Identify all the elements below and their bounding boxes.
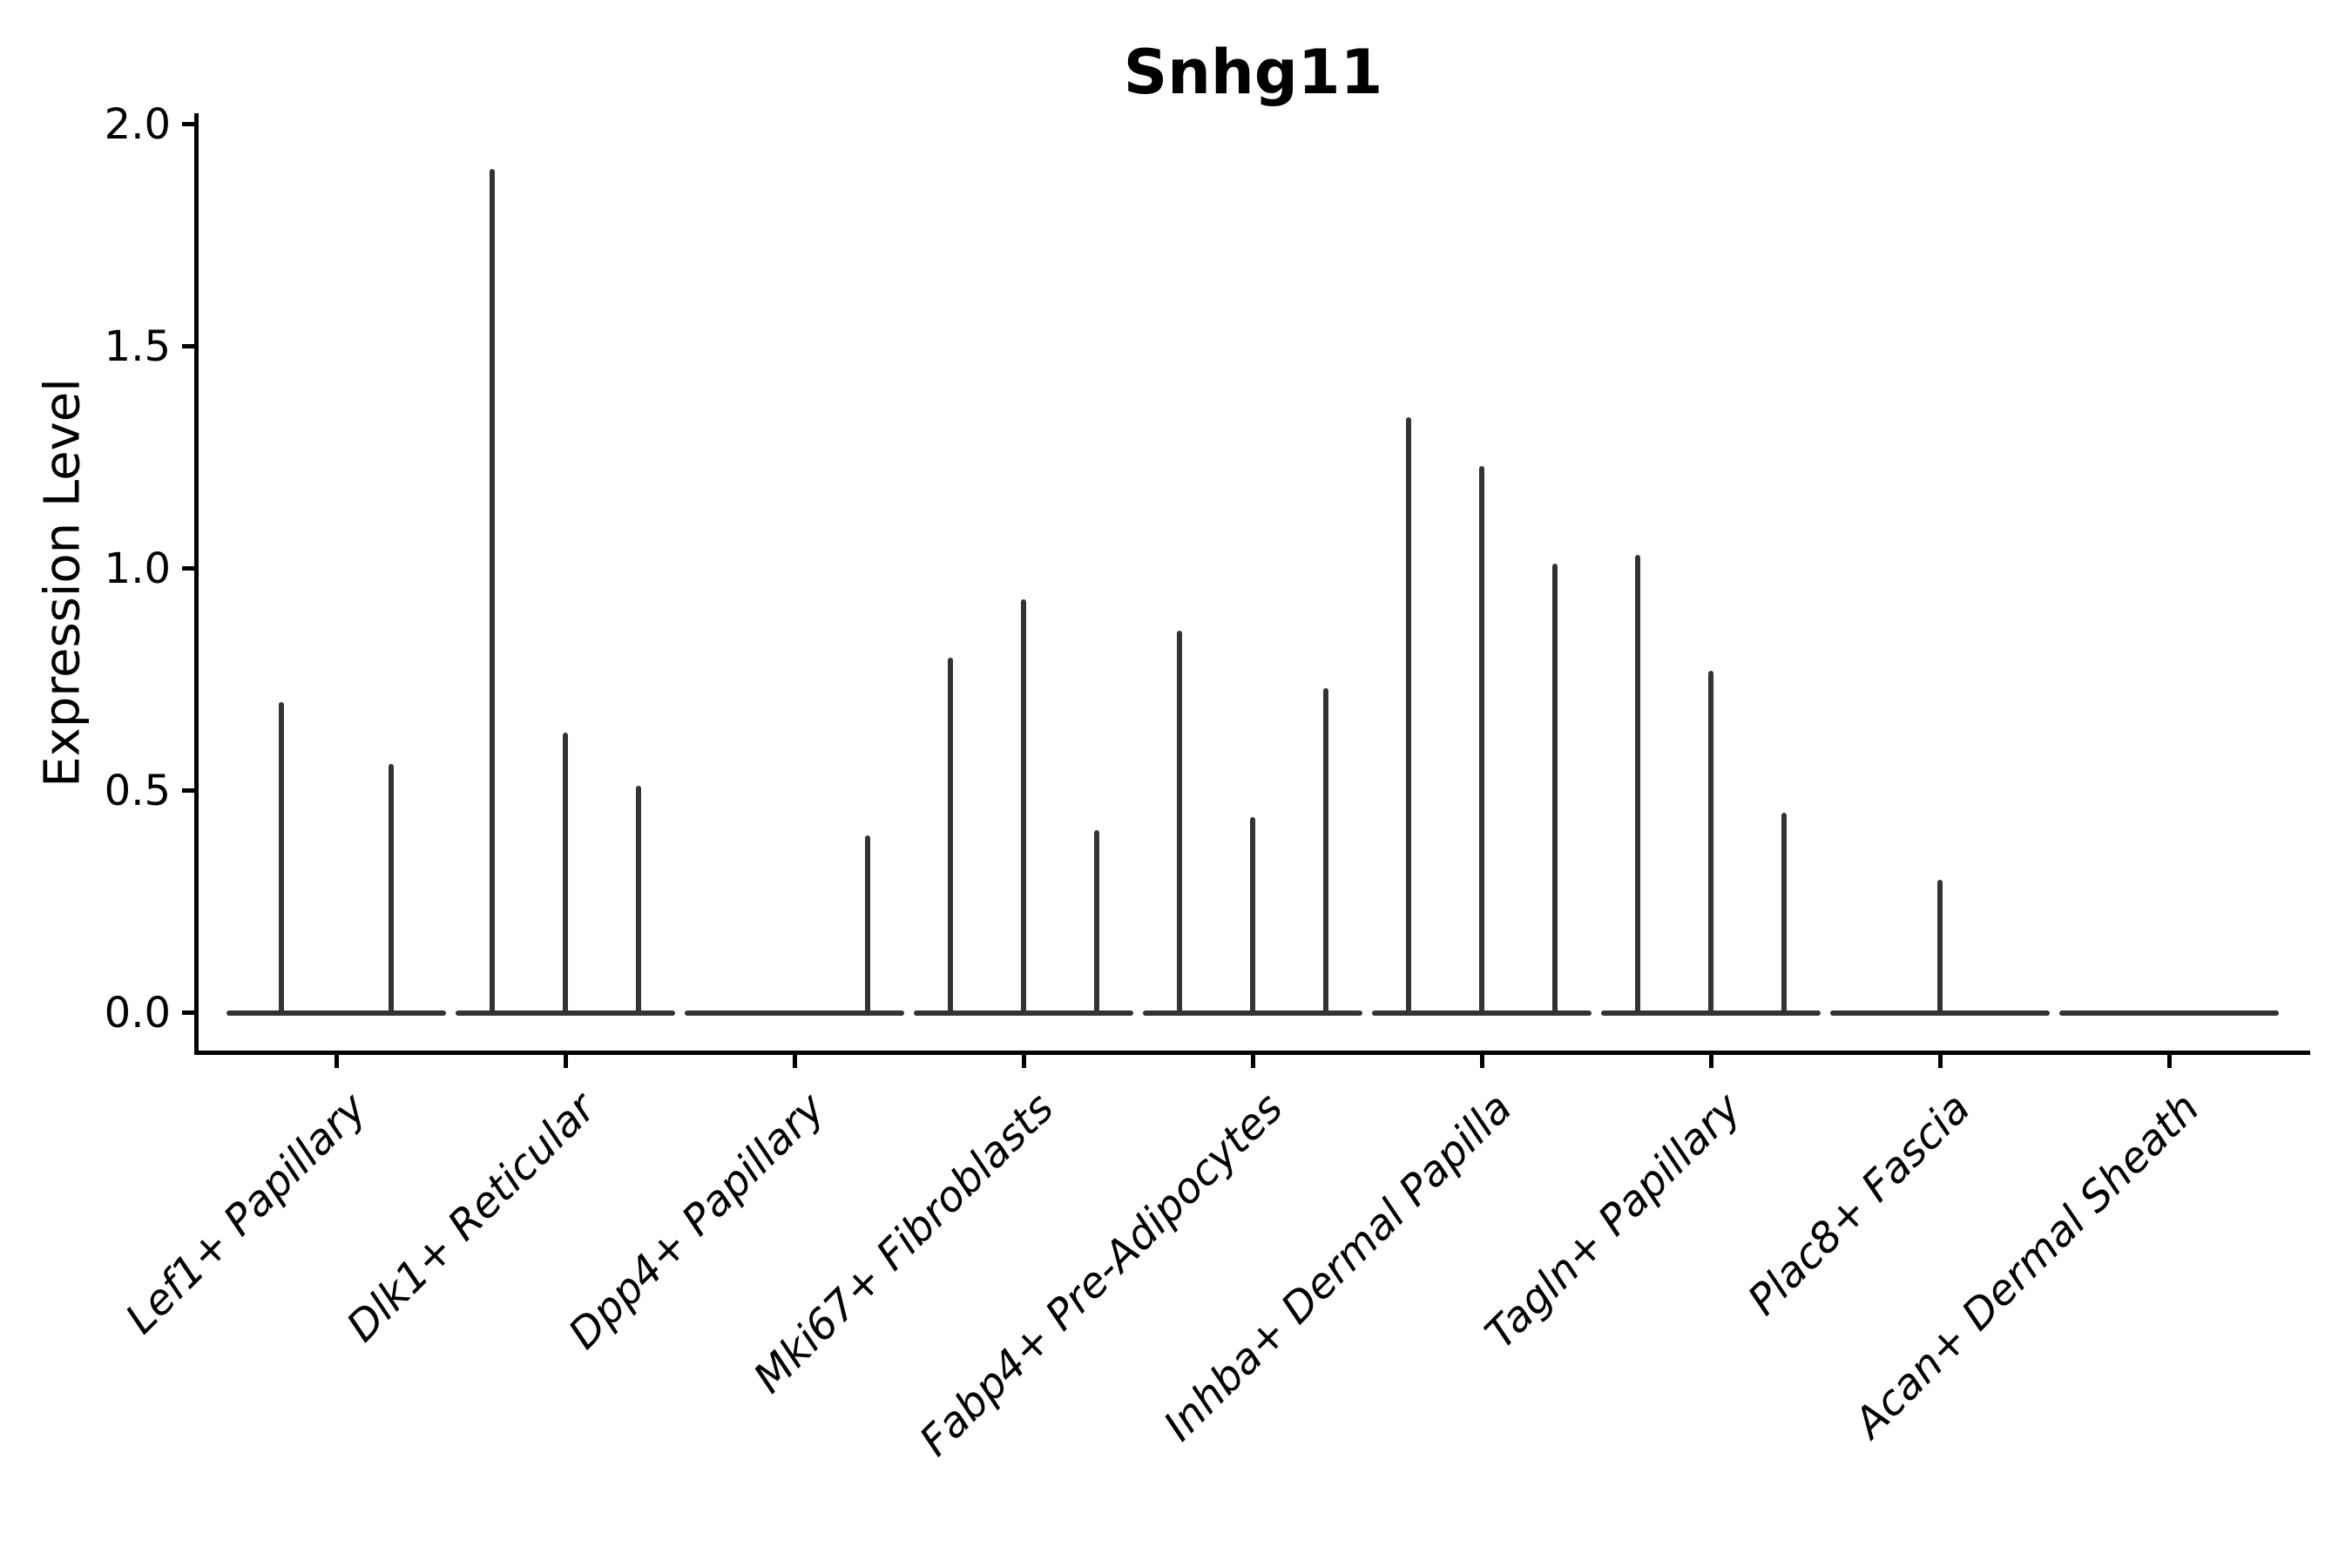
violin-spike [278, 701, 284, 1013]
violin-baseline [1372, 1010, 1592, 1016]
violin-spike [1781, 813, 1788, 1013]
x-axis-line [194, 1051, 2310, 1055]
y-tick-label: 2.0 [104, 99, 171, 149]
violin-spike [1323, 688, 1329, 1013]
violin-spike [1937, 879, 1943, 1013]
y-tick-mark [182, 566, 194, 571]
violin-baseline [456, 1010, 675, 1016]
violin-spike [1634, 555, 1640, 1013]
violin-baseline [1143, 1010, 1362, 1016]
violin-baseline [2059, 1010, 2279, 1016]
x-tick-label: Fabp4+ Pre-Adipocytes [910, 1084, 1293, 1466]
x-tick-mark [563, 1055, 568, 1068]
violin-spike [1021, 599, 1026, 1013]
x-tick-mark [1021, 1055, 1026, 1068]
violin-spike [636, 786, 642, 1013]
y-tick-mark [182, 344, 194, 348]
violin-spike [1176, 630, 1182, 1013]
violin-spike [1552, 564, 1558, 1013]
violin-spike [865, 835, 871, 1013]
violin-spike [1479, 466, 1484, 1013]
y-tick-mark [182, 1010, 194, 1015]
violin-spike [1708, 670, 1713, 1013]
violin-spike [389, 763, 395, 1013]
violin-baseline [914, 1010, 1133, 1016]
violin-baseline [226, 1010, 446, 1016]
violin-spike [1250, 817, 1255, 1013]
plot-title: Snhg11 [1123, 37, 1383, 108]
violin-baseline [1830, 1010, 2050, 1016]
violin-spike [1094, 830, 1100, 1013]
x-tick-label: Dpp4+ Papillary [559, 1084, 835, 1359]
x-tick-label: Tagln+ Papillary [1476, 1084, 1751, 1359]
x-tick-mark [1479, 1055, 1484, 1068]
x-tick-mark [334, 1055, 339, 1068]
x-tick-mark [1708, 1055, 1713, 1068]
violin-spike [947, 657, 953, 1013]
violin-baseline [1601, 1010, 1821, 1016]
violin-spike [563, 733, 568, 1013]
x-tick-mark [2166, 1055, 2172, 1068]
x-tick-label: Dlk1+ Reticular [337, 1084, 605, 1352]
violin-spike [489, 168, 495, 1013]
y-tick-mark [182, 788, 194, 793]
violin-spike [1405, 417, 1411, 1013]
y-axis-line [194, 113, 199, 1055]
y-tick-label: 1.0 [104, 544, 171, 593]
y-tick-label: 0.5 [104, 766, 171, 815]
x-tick-mark [1937, 1055, 1943, 1068]
y-tick-mark [182, 122, 194, 126]
y-tick-label: 1.5 [104, 321, 171, 371]
x-tick-mark [1250, 1055, 1255, 1068]
x-tick-mark [792, 1055, 797, 1068]
x-tick-label: Lef1+ Papillary [116, 1084, 376, 1344]
x-tick-label: Plac8+ Fascia [1738, 1084, 1980, 1325]
y-tick-label: 0.0 [104, 988, 171, 1037]
violin-baseline [685, 1010, 904, 1016]
